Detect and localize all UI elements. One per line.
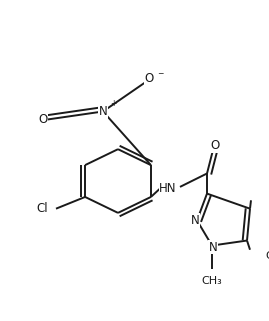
- Text: O: O: [38, 113, 48, 126]
- Text: −: −: [157, 69, 163, 78]
- Text: N: N: [99, 105, 107, 118]
- Text: +: +: [110, 99, 116, 108]
- Text: N: N: [209, 241, 217, 254]
- Text: O: O: [144, 72, 154, 85]
- Text: HN: HN: [159, 182, 177, 195]
- Text: O: O: [210, 139, 220, 152]
- Text: Cl: Cl: [36, 202, 48, 215]
- Text: CH₃: CH₃: [265, 251, 269, 261]
- Text: N: N: [191, 214, 199, 227]
- Text: CH₃: CH₃: [202, 276, 222, 286]
